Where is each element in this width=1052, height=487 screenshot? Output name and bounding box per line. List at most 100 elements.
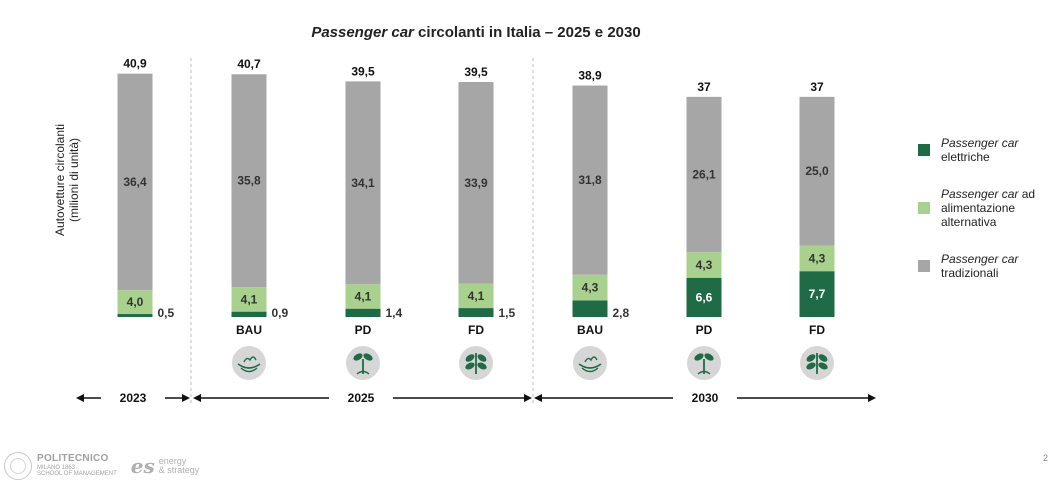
y-axis-label-line: Autovetture circolanti (53, 124, 67, 236)
legend-swatch (918, 144, 930, 156)
plant-icon-leaf (465, 354, 475, 362)
soil-icon (573, 346, 607, 380)
politecnico-sub1: MILANO 1863 (37, 464, 76, 471)
bar-alternativa (117, 290, 153, 315)
bar-elettriche (231, 311, 267, 317)
timeline-arrowhead (76, 394, 84, 402)
bar-label-alternativa: 4,3 (582, 281, 599, 295)
plant-icon-leaf (818, 354, 828, 362)
category-label: PD (696, 323, 713, 337)
bar-label-alternativa: 4,1 (468, 289, 485, 303)
energy-strategy-logo: es energy & strategy (131, 454, 200, 478)
plant-icon-leaf (477, 354, 487, 362)
bar-tradizionali (686, 96, 722, 253)
sprout-icon-leaf (353, 353, 363, 361)
legend-label: alternativa (941, 215, 997, 229)
soil-icon-line (240, 367, 258, 373)
bar-label-tradizionali: 25,0 (805, 164, 829, 178)
sprout-icon-leaf (704, 353, 714, 361)
bar-tradizionali (799, 96, 835, 246)
timeline-arrowhead (182, 394, 190, 402)
bar-label-tradizionali: 34,1 (351, 176, 375, 190)
plant-icon-leaf (818, 362, 828, 370)
bar-label-elettriche: 6,6 (696, 290, 713, 304)
bar-alternativa (231, 287, 267, 312)
bar-total-label: 39,5 (351, 64, 375, 78)
legend-label: Passenger car ad (941, 187, 1035, 201)
bar-label-elettriche: 0,9 (272, 306, 289, 320)
category-label: BAU (236, 323, 262, 337)
bar-total-label: 40,7 (237, 57, 261, 71)
es-mark: es (130, 454, 155, 478)
page-number: 2 (1043, 453, 1049, 463)
category-label: PD (355, 323, 372, 337)
legend-label: tradizionali (941, 266, 998, 280)
legend-label: alimentazione (941, 201, 1015, 215)
bar-elettriche (686, 277, 722, 317)
timeline-year-label: 2025 (348, 391, 375, 405)
legend-label: elettriche (941, 150, 990, 164)
bar-elettriche (117, 314, 153, 317)
bar-label-tradizionali: 33,9 (464, 176, 488, 190)
soil-icon (232, 346, 266, 380)
bar-total-label: 37 (697, 80, 711, 94)
legend-swatch (918, 260, 930, 272)
bar-elettriche (799, 271, 835, 317)
footer: POLITECNICO MILANO 1863 SCHOOL OF MANAGE… (4, 452, 199, 480)
soil-icon-line (584, 356, 598, 363)
bar-elettriche (572, 300, 608, 317)
bar-label-tradizionali: 36,4 (123, 175, 147, 189)
bar-total-label: 37 (810, 80, 824, 94)
bar-tradizionali (458, 81, 494, 284)
timeline-arrowhead (524, 394, 532, 402)
bar-label-alternativa: 4,3 (809, 251, 826, 265)
bar-label-elettriche: 1,4 (386, 306, 403, 320)
plant-icon-leaf (806, 354, 816, 362)
category-label: BAU (577, 323, 603, 337)
bar-label-alternativa: 4,0 (127, 295, 144, 309)
plant-icon-leaf (465, 362, 475, 370)
chart-title: Passenger car circolanti in Italia – 202… (311, 24, 640, 41)
bar-alternativa (458, 283, 494, 309)
bar-alternativa (799, 245, 835, 272)
soil-icon-line (578, 363, 602, 369)
timeline-arrowhead (868, 394, 876, 402)
bar-elettriche (458, 308, 494, 317)
legend-label: Passenger car (941, 252, 1019, 266)
legend-label: Passenger car (941, 136, 1019, 150)
timeline-arrowhead (534, 394, 542, 402)
timeline-year-label: 2030 (692, 391, 719, 405)
bar-elettriche (345, 308, 381, 317)
bar-label-elettriche: 2,8 (613, 306, 630, 320)
bar-label-tradizionali: 31,8 (578, 173, 602, 187)
bar-alternativa (572, 274, 608, 301)
es-line2: & strategy (158, 465, 200, 475)
bar-label-tradizionali: 35,8 (237, 174, 261, 188)
bar-tradizionali (572, 85, 608, 275)
timeline-arrowhead (193, 394, 201, 402)
bar-label-elettriche: 7,7 (809, 287, 826, 301)
timeline-year-label: 2023 (120, 391, 147, 405)
sprout-icon-leaf (363, 353, 373, 361)
sprout-icon-leaf (694, 353, 704, 361)
category-label: FD (809, 323, 825, 337)
bar-total-label: 40,9 (123, 57, 147, 71)
plant-icon-leaf (477, 362, 487, 370)
bar-tradizionali (117, 73, 153, 291)
bar-total-label: 39,5 (464, 65, 488, 79)
bar-total-label: 38,9 (578, 69, 602, 83)
politecnico-sub2: SCHOOL OF MANAGEMENT (37, 471, 117, 478)
soil-icon-line (237, 363, 261, 369)
category-label: FD (468, 323, 484, 337)
bar-tradizionali (231, 74, 267, 288)
y-axis-label-line: (milioni di unità) (67, 138, 81, 222)
sprout-icon-root (356, 370, 370, 375)
politecnico-logo: POLITECNICO MILANO 1863 SCHOOL OF MANAGE… (4, 452, 117, 480)
plant-icon-leaf (806, 362, 816, 370)
bar-label-elettriche: 1,5 (499, 306, 516, 320)
politecnico-name: POLITECNICO (37, 453, 109, 465)
bar-label-alternativa: 4,3 (696, 258, 713, 272)
bar-label-elettriche: 0,5 (158, 306, 175, 320)
legend-swatch (918, 202, 930, 214)
